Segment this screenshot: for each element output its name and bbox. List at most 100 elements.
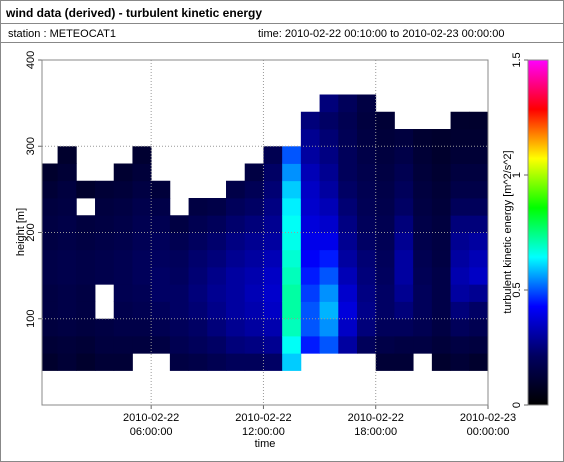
cell — [207, 301, 227, 320]
cell — [300, 180, 320, 199]
cell — [357, 318, 377, 337]
cell — [469, 336, 488, 354]
cell — [244, 198, 264, 216]
cell — [132, 284, 152, 302]
cell — [226, 318, 246, 337]
cell — [113, 163, 133, 182]
cell — [169, 267, 189, 285]
colorbar-tick-label: 1 — [511, 172, 523, 178]
cell — [338, 215, 358, 233]
cell — [57, 318, 77, 337]
cell — [469, 215, 488, 233]
cell — [207, 267, 227, 285]
cell — [169, 284, 189, 302]
cell — [244, 318, 264, 337]
cell — [57, 267, 77, 285]
cell — [188, 301, 208, 320]
cell — [207, 318, 227, 337]
cell — [450, 111, 470, 130]
cell — [375, 318, 395, 337]
colorbar — [527, 59, 549, 406]
cell — [469, 163, 488, 182]
cell — [76, 336, 96, 354]
cell — [188, 336, 208, 354]
cell — [300, 336, 320, 354]
cell — [263, 232, 283, 251]
cell — [431, 146, 451, 164]
cell — [263, 318, 283, 337]
cell — [300, 146, 320, 164]
cell — [263, 146, 283, 164]
x-tick-label: 2010-02-22 18:00:00 — [348, 412, 404, 438]
cell — [300, 163, 320, 182]
cell — [113, 215, 133, 233]
cell — [113, 267, 133, 285]
cell — [151, 267, 171, 285]
cell — [450, 336, 470, 354]
cell — [319, 163, 339, 182]
cell — [450, 301, 470, 320]
cell — [319, 232, 339, 251]
x-tick-label: 2010-02-23 00:00:00 — [460, 412, 516, 438]
cell — [282, 232, 302, 251]
cell — [132, 215, 152, 233]
cell — [263, 267, 283, 285]
cell — [338, 146, 358, 164]
cell — [151, 301, 171, 320]
cell — [151, 180, 171, 199]
cell — [469, 129, 488, 147]
cell — [244, 336, 264, 354]
cell — [169, 232, 189, 251]
cell — [300, 301, 320, 320]
cell — [42, 318, 58, 337]
cell — [57, 198, 77, 216]
cell — [151, 215, 171, 233]
cell — [169, 301, 189, 320]
cell — [357, 284, 377, 302]
cell — [226, 198, 246, 216]
cell — [226, 249, 246, 268]
x-axis-label: time — [255, 438, 276, 450]
cell — [57, 146, 77, 164]
cell — [244, 353, 264, 371]
cell — [357, 198, 377, 216]
cell — [113, 336, 133, 354]
cell — [282, 215, 302, 233]
cell — [42, 180, 58, 199]
cell — [244, 301, 264, 320]
cell — [357, 129, 377, 147]
cell — [357, 215, 377, 233]
cell — [375, 146, 395, 164]
cell — [95, 180, 115, 199]
cell — [450, 129, 470, 147]
cell — [431, 284, 451, 302]
cell — [413, 267, 433, 285]
cell — [469, 284, 488, 302]
cell — [357, 267, 377, 285]
cell — [226, 232, 246, 251]
cell — [188, 284, 208, 302]
cell — [226, 180, 246, 199]
cell — [357, 301, 377, 320]
cell — [42, 301, 58, 320]
cell — [244, 284, 264, 302]
cell — [132, 180, 152, 199]
cell — [375, 301, 395, 320]
cell — [113, 198, 133, 216]
cell — [113, 249, 133, 268]
cell — [394, 267, 414, 285]
cell — [394, 301, 414, 320]
cell — [375, 129, 395, 147]
cell — [42, 163, 58, 182]
cell — [413, 198, 433, 216]
cell — [42, 232, 58, 251]
cell — [263, 301, 283, 320]
cell — [282, 284, 302, 302]
cell — [375, 284, 395, 302]
cell — [57, 284, 77, 302]
cell — [188, 232, 208, 251]
cell — [207, 249, 227, 268]
cell — [450, 215, 470, 233]
cell — [300, 318, 320, 337]
cell — [132, 146, 152, 164]
